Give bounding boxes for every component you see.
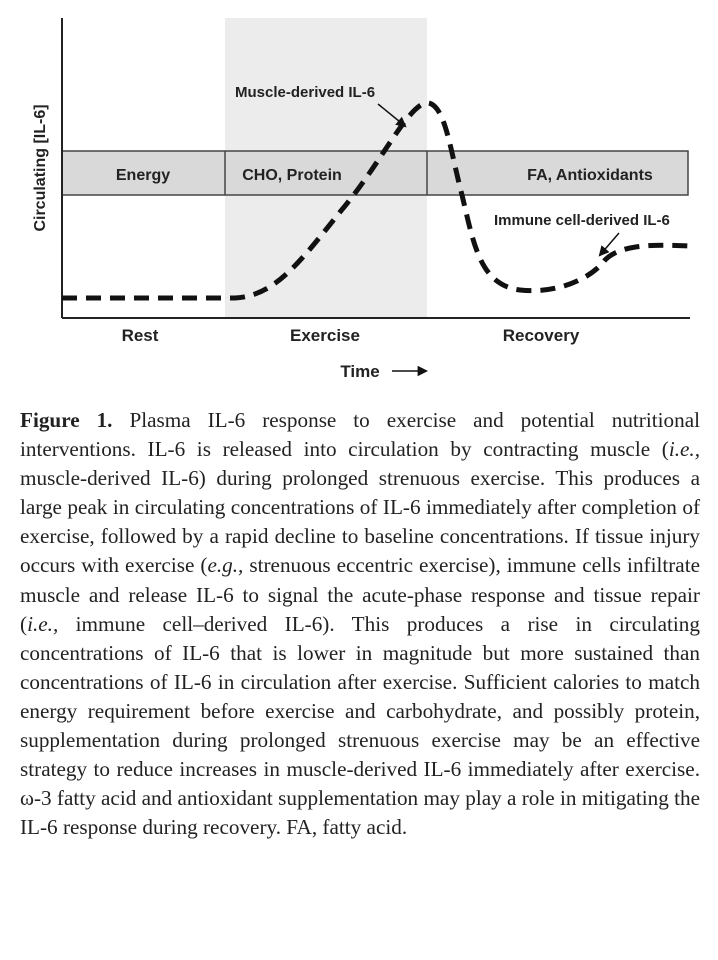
caption-part-italic: e.g., <box>207 553 244 578</box>
caption-part: muscle-derived IL-6) during prolonged st… <box>20 466 700 578</box>
il6-curve <box>62 100 691 301</box>
band-label-cho-protein: CHO, Protein <box>242 167 342 184</box>
annotation-muscle-arrow <box>377 103 407 128</box>
phase-label-rest: Rest <box>122 326 159 345</box>
caption-part-italic: i.e., <box>668 437 700 462</box>
caption-part-italic: i.e., <box>27 611 59 636</box>
caption-part: immune cell–derived IL-6). This produces… <box>20 611 700 840</box>
caption-part: Plasma IL-6 response to exercise and pot… <box>20 408 700 462</box>
annotation-immune-derived: Immune cell-derived IL-6 <box>494 212 670 229</box>
caption-text: Plasma IL-6 response to exercise and pot… <box>20 408 700 839</box>
phase-label-recovery: Recovery <box>503 326 580 345</box>
caption-figure-label: Figure 1. <box>20 408 113 432</box>
annotation-muscle-derived: Muscle-derived IL-6 <box>235 84 375 101</box>
figure-caption: Figure 1. Plasma IL-6 response to exerci… <box>20 406 700 842</box>
phase-label-exercise: Exercise <box>290 326 360 345</box>
caption-part: strenuous eccentric exercise), immune ce… <box>20 553 701 636</box>
band-label-energy: Energy <box>116 167 170 184</box>
x-axis-label: Time <box>340 362 379 381</box>
nutrition-band <box>61 150 689 196</box>
il6-figure: Energy CHO, Protein FA, Antioxidants Mus… <box>32 18 691 381</box>
y-axis-label: Circulating [IL-6] <box>32 104 49 231</box>
annotation-immune-arrow <box>598 232 620 257</box>
band-label-fa-antioxidants: FA, Antioxidants <box>527 167 653 184</box>
